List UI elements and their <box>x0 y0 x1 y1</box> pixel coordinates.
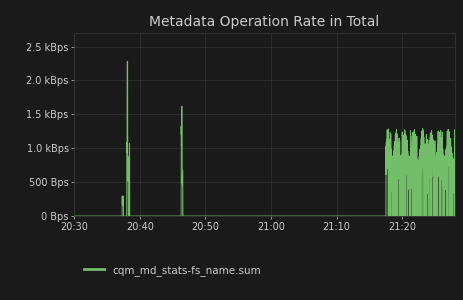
Title: Metadata Operation Rate in Total: Metadata Operation Rate in Total <box>149 15 379 29</box>
Legend: cqm_md_stats-fs_name.sum: cqm_md_stats-fs_name.sum <box>79 261 265 280</box>
